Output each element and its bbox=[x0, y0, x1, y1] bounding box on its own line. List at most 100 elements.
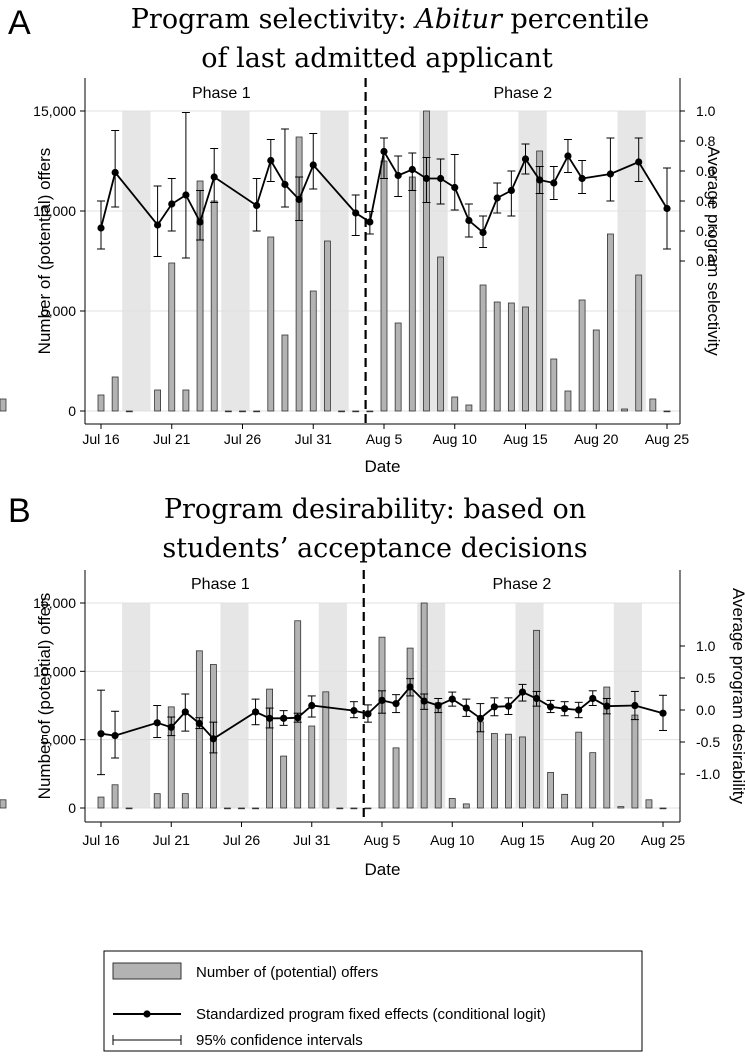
panel-a-bar bbox=[423, 110, 430, 412]
panel-a-fe-point bbox=[352, 209, 360, 217]
panel-b-y2tick-label: 1.0 bbox=[696, 638, 716, 654]
panel-b-bar bbox=[406, 647, 414, 809]
panel-a-bar bbox=[182, 389, 190, 412]
panel-a-bar bbox=[437, 256, 445, 412]
panel-a-fe-point bbox=[422, 174, 431, 183]
panel-b-bar bbox=[505, 733, 512, 809]
legend-line-label: Standardized program fixed effects (cond… bbox=[196, 1006, 546, 1023]
panel-b-y2tick-label: 0.5 bbox=[696, 670, 716, 686]
panel-a-bar bbox=[168, 262, 176, 412]
panel-b-ytick-label: 15,000 bbox=[33, 595, 76, 611]
panel-a-xtick-label: Aug 20 bbox=[574, 431, 619, 447]
panel-b-bar bbox=[603, 686, 611, 809]
panel-b-fe-point bbox=[659, 709, 667, 717]
panel-b-bar bbox=[519, 736, 526, 809]
panel-b-y2tick-label: -1.0 bbox=[696, 766, 720, 782]
panel-b-fe-point bbox=[111, 732, 119, 740]
panel-a-y2tick-label: 0.4 bbox=[696, 193, 716, 209]
panel-b-fe-point bbox=[448, 695, 456, 703]
panel-a-y2tick-label: 0.6 bbox=[696, 163, 716, 179]
panel-a-ytick-label: 15,000 bbox=[33, 103, 76, 119]
panel-b-band-2 bbox=[220, 603, 249, 808]
panel-a-bar bbox=[323, 240, 331, 412]
panel-a-bar bbox=[465, 404, 473, 412]
panel-b-bar bbox=[476, 721, 484, 809]
panel-b-bar bbox=[111, 784, 119, 809]
panel-a-fe-point bbox=[111, 168, 119, 177]
panel-b-fe-point bbox=[434, 701, 442, 710]
panel-a-bar bbox=[451, 396, 459, 412]
panel-b-xtick-label: Aug 15 bbox=[500, 832, 545, 848]
panel-a-bar bbox=[196, 180, 204, 412]
panel-b-bar bbox=[392, 747, 400, 809]
panel-a-fe-point bbox=[366, 218, 374, 226]
panel-a-fe-point bbox=[493, 194, 501, 202]
panel-a-fe-point bbox=[168, 200, 176, 208]
panel-b-bar bbox=[238, 807, 245, 810]
panel-a-ytick-label: 5,000 bbox=[41, 303, 76, 319]
panel-a-fe-point bbox=[536, 176, 544, 184]
panel-a-fe-point bbox=[578, 174, 586, 183]
panel-a-fe-point bbox=[295, 195, 303, 204]
panel-a-title-line2: of last admitted applicant bbox=[201, 43, 553, 74]
panel-b-title-line2: students’ acceptance decisions bbox=[162, 533, 587, 564]
panel-b-fe-point bbox=[153, 719, 161, 727]
panel-a-bar bbox=[493, 301, 501, 412]
panel-b-bar bbox=[589, 752, 597, 809]
panel-a-bar bbox=[111, 376, 119, 412]
panel-b-bar bbox=[308, 725, 316, 809]
panel-a-xtick-label: Jul 31 bbox=[295, 431, 333, 447]
panel-b-bar bbox=[434, 702, 442, 809]
panel-a-bar bbox=[578, 299, 586, 412]
panel-b-fe-point bbox=[97, 730, 105, 738]
panel-a-fe-point bbox=[281, 180, 289, 189]
panel-b-bar bbox=[266, 688, 274, 809]
panel-a-ytick-label: 10,000 bbox=[33, 203, 76, 219]
panel-b-ylabel: Number of (potential) offers bbox=[35, 593, 54, 800]
panel-b-band-1 bbox=[122, 603, 151, 808]
panel-a-fe-point bbox=[663, 204, 671, 213]
panel-b-ytick-label: 10,000 bbox=[33, 663, 76, 679]
panel-b-xtick-label: Jul 26 bbox=[223, 832, 261, 848]
panel-a-bar bbox=[253, 410, 261, 413]
panel-b-xtick-label: Aug 10 bbox=[430, 832, 475, 848]
panel-b-bar bbox=[547, 772, 554, 809]
panel-b-fe-point bbox=[280, 714, 288, 722]
panel-a-y2label: Average program selectivity bbox=[704, 146, 723, 356]
panel-b-bar bbox=[490, 733, 498, 809]
panel-a-phase1-label: Phase 1 bbox=[192, 85, 251, 102]
panel-b-fe-point bbox=[532, 694, 541, 703]
panel-a-band-1 bbox=[122, 111, 151, 411]
panel-b-xtick-label: Aug 5 bbox=[364, 832, 401, 848]
panel-a-y2tick-label: 1.0 bbox=[696, 103, 716, 119]
panel-b-fe-point bbox=[476, 714, 484, 722]
panel-b-phase1-label: Phase 1 bbox=[191, 576, 250, 593]
panel-a-title-line1: Program selectivity: Abitur percentile bbox=[131, 4, 649, 35]
panel-a-fe-point bbox=[394, 171, 402, 180]
panel-a-title-part2: percentile bbox=[502, 4, 649, 35]
panel-b-bar bbox=[659, 807, 667, 810]
panel-a-bar bbox=[621, 408, 628, 412]
panel-b-fe-point bbox=[251, 708, 260, 716]
panel-a-xtick-label: Aug 5 bbox=[366, 431, 403, 447]
panel-b-fe-point bbox=[603, 702, 611, 710]
panel-b-title-line1: Program desirability: based on bbox=[164, 494, 586, 525]
panel-a-y2tick-label: 0.0 bbox=[696, 253, 716, 269]
panel-b-fe-point bbox=[294, 714, 302, 722]
panel-b-ytick-label: 0 bbox=[68, 800, 76, 816]
panel-a-bar bbox=[408, 176, 416, 412]
panel-a-y2tick-label: 0.2 bbox=[696, 223, 716, 239]
panel-b-bar bbox=[561, 793, 569, 809]
panel-letter-a: A bbox=[8, 4, 31, 42]
panel-b-fe-point bbox=[490, 703, 498, 711]
panel-b-fe-point bbox=[181, 708, 189, 716]
panel-b-bar bbox=[378, 636, 386, 809]
panel-b-bar bbox=[181, 793, 189, 809]
panel-b-bar bbox=[195, 650, 203, 809]
panel-a-xtick-label: Aug 15 bbox=[503, 431, 548, 447]
legend-bars-label: Number of (potential) offers bbox=[196, 964, 378, 981]
panel-a-fe-point bbox=[465, 216, 473, 225]
panel-b-fe-point bbox=[378, 696, 386, 705]
panel-a-y2tick-label: 0.8 bbox=[696, 133, 716, 149]
panel-b-bar bbox=[224, 807, 231, 810]
